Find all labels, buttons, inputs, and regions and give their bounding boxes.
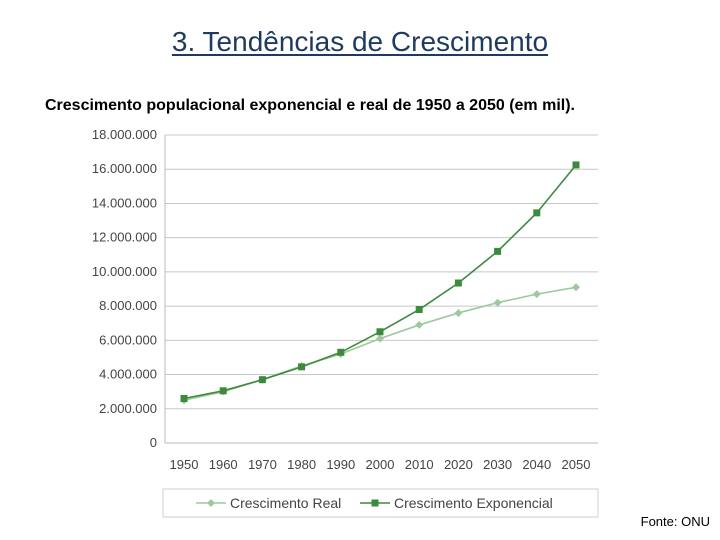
y-tick-label: 6.000.000	[99, 332, 157, 347]
legend-marker-diamond	[207, 499, 215, 507]
data-point-exponential	[219, 387, 227, 395]
data-point-real	[532, 290, 541, 299]
x-tick-label: 2010	[405, 457, 434, 472]
legend-marker-square	[371, 499, 379, 507]
x-tick-label: 2050	[562, 457, 591, 472]
x-tick-label: 1990	[326, 457, 355, 472]
data-point-exponential	[494, 247, 502, 255]
chart-subtitle: Crescimento populacional exponencial e r…	[45, 97, 575, 114]
data-point-exponential	[415, 306, 423, 314]
slide-title: 3. Tendências de Crescimento	[171, 26, 549, 57]
y-tick-label: 4.000.000	[99, 367, 157, 382]
y-tick-label: 2.000.000	[99, 401, 157, 416]
y-tick-label: 18.000.000	[92, 127, 157, 142]
data-point-real	[572, 283, 580, 292]
y-tick-label: 12.000.000	[92, 230, 157, 245]
x-tick-label: 2000	[366, 457, 395, 472]
y-tick-label: 10.000.000	[92, 264, 157, 279]
data-point-exponential	[376, 328, 384, 336]
x-tick-label: 1960	[209, 457, 238, 472]
data-point-exponential	[258, 376, 266, 384]
data-point-real	[493, 298, 502, 307]
data-point-exponential	[180, 395, 188, 403]
series-line-real	[183, 286, 577, 402]
data-point-exponential	[533, 209, 541, 217]
x-tick-label: 2030	[483, 457, 512, 472]
y-tick-label: 14.000.000	[92, 195, 157, 210]
y-tick-label: 0	[150, 435, 157, 450]
legend-label: Crescimento Exponencial	[394, 495, 553, 511]
source-note: Fonte: ONU	[640, 514, 710, 529]
x-tick-label: 1950	[170, 457, 199, 472]
x-tick-label: 2020	[444, 457, 473, 472]
x-tick-label: 1980	[287, 457, 316, 472]
y-tick-label: 16.000.000	[92, 161, 157, 176]
data-point-real	[415, 320, 424, 329]
legend-label: Crescimento Real	[230, 495, 341, 511]
data-point-exponential	[572, 161, 580, 169]
series-line-exponential	[183, 164, 577, 400]
data-point-exponential	[298, 363, 306, 371]
x-tick-label: 2040	[522, 457, 551, 472]
data-point-exponential	[454, 279, 462, 287]
y-tick-label: 8.000.000	[99, 298, 157, 313]
x-tick-label: 1970	[248, 457, 277, 472]
data-point-real	[454, 308, 463, 317]
data-point-real	[376, 334, 384, 343]
data-point-exponential	[337, 348, 345, 356]
